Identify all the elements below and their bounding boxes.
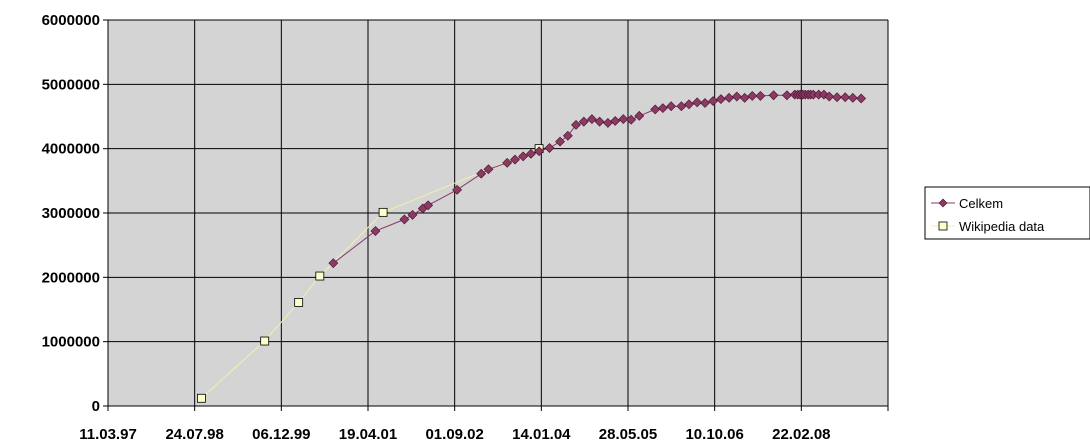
x-axis-ticks: 11.03.97 24.07.98 06.12.99 19.04.01 01.09.02… (79, 406, 889, 443)
x-tick-label: 22.02.08 (772, 426, 830, 443)
y-tick-label: 6000000 (42, 12, 100, 29)
celkem-point (571, 119, 581, 130)
y-axis-ticks: 0 1000000 2000000 3000000 4000000 5000000 6000… (42, 12, 108, 415)
y-tick-label: 3000000 (42, 205, 100, 222)
x-tick-label: 24.07.98 (165, 426, 223, 443)
celkem-point (423, 200, 434, 211)
celkem-point (370, 226, 381, 236)
celkem-point (399, 214, 410, 225)
celkem-point (747, 90, 758, 101)
wikipedia-data-point (315, 271, 325, 281)
celkem-point (782, 90, 792, 101)
celkem-point (526, 148, 536, 159)
celkem-point (502, 157, 513, 168)
celkem-point (407, 210, 418, 220)
celkem-point (856, 93, 867, 104)
celkem-point (666, 101, 677, 112)
celkem-point (657, 103, 668, 114)
celkem-point (840, 92, 851, 103)
celkem-point (739, 92, 750, 103)
x-tick-label: 10.10.06 (685, 426, 743, 443)
wikipedia-data-line (201, 148, 540, 399)
celkem-point (452, 184, 463, 195)
celkem-point (700, 98, 710, 108)
celkem-point (510, 154, 520, 165)
celkem-point (818, 89, 829, 100)
legend-box (924, 186, 1090, 240)
wikipedia-data-point (260, 336, 270, 346)
celkem-point (692, 97, 703, 108)
x-tick-label: 14.01.04 (512, 426, 571, 443)
celkem-point (634, 110, 645, 121)
celkem-point (534, 146, 545, 157)
celkem-point (594, 116, 605, 127)
celkem-point (684, 99, 694, 110)
y-tick-label: 5000000 (42, 76, 100, 93)
celkem-point (724, 92, 734, 103)
celkem-point (832, 92, 842, 103)
grid (108, 19, 889, 406)
x-tick-label: 01.09.02 (425, 426, 483, 443)
y-tick-label: 2000000 (42, 269, 100, 286)
celkem-point (676, 101, 687, 112)
x-tick-label: 28.05.05 (599, 426, 657, 443)
celkem-point (518, 151, 529, 162)
wikipedia-data-point (378, 207, 388, 217)
celkem-point (755, 90, 766, 101)
celkem-point (824, 91, 835, 102)
x-tick-label: 19.04.01 (339, 426, 397, 443)
celkem-point (847, 92, 858, 103)
celkem-point (715, 94, 726, 105)
celkem-point (731, 91, 742, 102)
legend: Celkem Wikipedia data (924, 186, 1090, 240)
celkem-point (483, 164, 494, 175)
y-tick-label: 0 (92, 398, 100, 415)
legend-wiki-marker (938, 221, 948, 231)
celkem-point (618, 114, 629, 124)
celkem-point (578, 116, 589, 127)
series-marks (197, 89, 867, 403)
celkem-point (328, 258, 339, 269)
x-tick-label: 11.03.97 (79, 426, 137, 443)
celkem-point (476, 168, 487, 179)
celkem-point (562, 130, 573, 141)
legend-celkem-label: Celkem (959, 196, 1003, 211)
celkem-point (610, 116, 621, 126)
celkem-point (544, 143, 555, 153)
legend-celkem-marker (938, 198, 948, 208)
y-tick-label: 1000000 (42, 334, 100, 351)
x-tick-label: 06.12.99 (252, 426, 310, 443)
wikipedia-data-point (294, 298, 304, 307)
y-tick-label: 4000000 (42, 141, 100, 158)
celkem-point (555, 136, 565, 147)
wikipedia-data-point (197, 393, 206, 403)
celkem-point (768, 90, 779, 101)
legend-wiki-label: Wikipedia data (959, 219, 1045, 234)
celkem-point (708, 96, 719, 106)
celkem-point (587, 114, 597, 124)
celkem-point (626, 114, 637, 125)
